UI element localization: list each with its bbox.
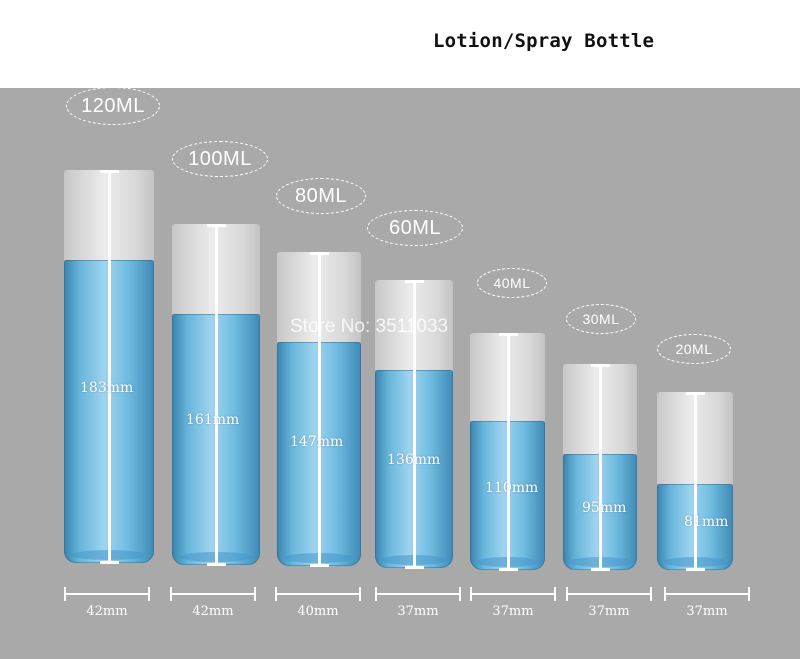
height-dimension-tick [686,392,705,395]
width-dimension-tick [459,587,461,601]
width-dimension-line [566,593,652,595]
width-label: 37mm [492,604,534,619]
volume-label: 100ML [188,147,252,170]
height-dimension-line [108,170,111,563]
volume-label-oval: 20ML [657,334,731,364]
volume-label: 30ML [582,311,620,327]
height-dimension-line [318,252,321,566]
width-dimension-tick [375,587,377,601]
height-dimension-line [215,224,218,565]
width-dimension-tick [275,587,277,601]
width-dimension-line [64,593,150,595]
volume-label-oval: 40ML [477,268,547,298]
height-dimension-line [694,392,697,570]
height-dimension-line [413,280,416,568]
width-label: 40mm [297,604,339,619]
height-dimension-line [507,333,510,570]
height-dimension-tick [591,568,610,571]
volume-label: 20ML [675,341,713,357]
volume-label: 120ML [81,94,145,117]
height-dimension-line [599,364,602,570]
volume-label-oval: 120ML [66,87,160,125]
volume-label-oval: 30ML [566,304,636,334]
height-dimension-tick [405,280,424,283]
height-dimension-tick [310,252,329,255]
volume-label: 40ML [493,275,531,291]
height-dimension-tick [499,568,518,571]
store-watermark: Store No: 3511033 [290,316,449,337]
height-dimension-tick [405,566,424,569]
width-label: 42mm [192,604,234,619]
volume-label-oval: 80ML [276,178,366,214]
height-dimension-tick [100,561,119,564]
width-dimension-line [470,593,556,595]
width-dimension-line [275,593,361,595]
volume-label-oval: 100ML [172,141,268,177]
width-label: 37mm [686,604,728,619]
width-dimension-tick [359,587,361,601]
width-dimension-tick [170,587,172,601]
width-dimension-line [375,593,461,595]
width-dimension-line [170,593,256,595]
width-label: 42mm [86,604,128,619]
volume-label: 80ML [294,184,348,207]
width-dimension-tick [148,587,150,601]
width-label: 37mm [588,604,630,619]
height-dimension-tick [686,568,705,571]
height-label: 95mm [582,500,627,516]
width-dimension-tick [470,587,472,601]
width-dimension-tick [748,587,750,601]
height-dimension-tick [207,563,226,566]
width-dimension-tick [64,587,66,601]
page-title: Lotion/Spray Bottle [433,30,655,52]
height-label: 136mm [387,452,441,468]
header-bar: Lotion/Spray Bottle [0,0,800,88]
height-label: 81mm [684,514,729,530]
height-dimension-tick [310,564,329,567]
height-dimension-tick [100,170,119,173]
width-label: 37mm [397,604,439,619]
volume-label-oval: 60ML [367,210,463,246]
volume-label: 60ML [388,216,442,239]
width-dimension-tick [664,587,666,601]
width-dimension-line [664,593,750,595]
width-dimension-tick [254,587,256,601]
height-dimension-tick [591,364,610,367]
height-dimension-tick [499,333,518,336]
width-dimension-tick [566,587,568,601]
height-label: 110mm [485,480,539,496]
height-label: 161mm [186,412,240,428]
width-dimension-tick [650,587,652,601]
height-dimension-tick [207,224,226,227]
height-label: 147mm [290,434,344,450]
height-label: 183mm [80,380,134,396]
width-dimension-tick [554,587,556,601]
